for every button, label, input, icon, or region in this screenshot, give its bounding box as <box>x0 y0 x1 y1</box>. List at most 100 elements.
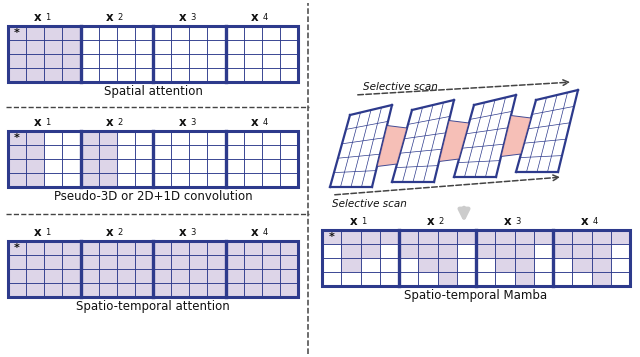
Bar <box>44 269 62 283</box>
Text: 4: 4 <box>263 228 268 237</box>
Bar <box>99 145 116 159</box>
Polygon shape <box>454 95 516 177</box>
Bar <box>399 244 419 258</box>
Text: 3: 3 <box>190 13 196 22</box>
Bar <box>515 230 534 244</box>
Text: $\mathbf{x}$: $\mathbf{x}$ <box>503 215 513 228</box>
Bar <box>280 255 298 269</box>
Bar <box>116 283 135 297</box>
Bar <box>135 269 153 283</box>
Text: 1: 1 <box>45 118 51 127</box>
Bar <box>99 269 116 283</box>
Text: $\mathbf{x}$: $\mathbf{x}$ <box>426 215 435 228</box>
Polygon shape <box>330 105 392 187</box>
Bar <box>171 269 189 283</box>
Bar <box>611 230 630 244</box>
Bar <box>572 244 591 258</box>
Bar <box>591 258 611 272</box>
Bar <box>62 54 81 68</box>
Bar <box>81 145 99 159</box>
Bar <box>553 230 572 244</box>
Bar <box>419 258 438 272</box>
Bar <box>135 241 153 255</box>
Text: Spatio-temporal Mamba: Spatio-temporal Mamba <box>404 289 548 302</box>
Text: 1: 1 <box>45 13 51 22</box>
Bar <box>44 40 62 54</box>
Bar <box>262 241 280 255</box>
Bar <box>8 26 26 40</box>
Bar <box>495 258 515 272</box>
Bar <box>515 272 534 286</box>
Bar <box>262 283 280 297</box>
Bar <box>438 244 457 258</box>
Bar <box>262 255 280 269</box>
Text: *: * <box>14 243 20 253</box>
Bar <box>438 258 457 272</box>
Bar <box>99 159 116 173</box>
Bar <box>26 269 44 283</box>
Text: Pseudo-3D or 2D+1D convolution: Pseudo-3D or 2D+1D convolution <box>54 190 252 203</box>
Bar <box>207 241 225 255</box>
Bar <box>62 241 81 255</box>
Bar <box>99 131 116 145</box>
Bar <box>225 241 244 255</box>
Bar <box>116 269 135 283</box>
Bar <box>438 230 457 244</box>
Polygon shape <box>392 100 454 182</box>
Bar <box>207 269 225 283</box>
Bar <box>572 258 591 272</box>
Text: $\mathbf{x}$: $\mathbf{x}$ <box>250 116 260 129</box>
Bar <box>99 255 116 269</box>
Bar <box>135 283 153 297</box>
Bar <box>8 173 26 187</box>
Bar <box>438 272 457 286</box>
Bar <box>81 241 99 255</box>
Bar <box>99 241 116 255</box>
Bar <box>26 131 44 145</box>
Bar <box>591 272 611 286</box>
Bar <box>81 131 99 145</box>
Text: 3: 3 <box>190 118 196 127</box>
Bar <box>322 230 341 244</box>
Bar <box>26 173 44 187</box>
Bar <box>8 269 26 283</box>
Bar <box>419 244 438 258</box>
Bar <box>26 241 44 255</box>
Bar <box>8 131 298 187</box>
Bar <box>553 244 572 258</box>
Text: $\mathbf{x}$: $\mathbf{x}$ <box>178 116 188 129</box>
Bar <box>341 258 360 272</box>
Bar <box>495 230 515 244</box>
Text: 2: 2 <box>438 217 444 226</box>
Bar <box>244 283 262 297</box>
Bar <box>476 244 495 258</box>
Text: $\mathbf{x}$: $\mathbf{x}$ <box>580 215 589 228</box>
Bar <box>189 283 207 297</box>
Bar <box>62 40 81 54</box>
Text: $\mathbf{x}$: $\mathbf{x}$ <box>106 11 115 24</box>
Bar <box>341 244 360 258</box>
Text: *: * <box>14 28 20 38</box>
Bar <box>360 230 380 244</box>
Bar <box>44 54 62 68</box>
Bar <box>225 255 244 269</box>
Text: Selective scan: Selective scan <box>332 199 407 209</box>
Text: $\mathbf{x}$: $\mathbf{x}$ <box>250 11 260 24</box>
Bar <box>8 54 26 68</box>
Bar <box>280 269 298 283</box>
Bar <box>44 241 62 255</box>
Polygon shape <box>516 90 578 172</box>
Bar <box>81 159 99 173</box>
Bar <box>171 255 189 269</box>
Text: Spatial attention: Spatial attention <box>104 85 202 98</box>
Bar <box>534 230 553 244</box>
Bar <box>99 283 116 297</box>
Text: *: * <box>14 133 20 143</box>
Text: $\mathbf{x}$: $\mathbf{x}$ <box>33 226 42 239</box>
Bar <box>189 269 207 283</box>
Bar <box>262 269 280 283</box>
Polygon shape <box>377 126 407 166</box>
Bar <box>81 255 99 269</box>
Bar <box>62 255 81 269</box>
Text: $\mathbf{x}$: $\mathbf{x}$ <box>178 11 188 24</box>
